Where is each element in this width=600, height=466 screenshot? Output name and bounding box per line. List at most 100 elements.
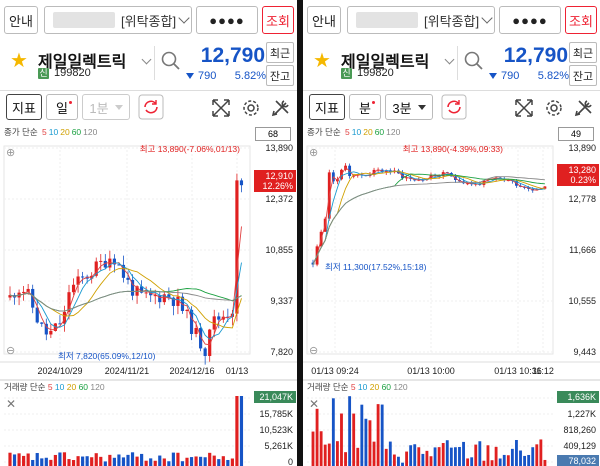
zoom-out-icon: ⊖ [309,345,318,357]
chevron-down-icon[interactable] [141,54,152,65]
legend-ma60: 60 [374,127,385,137]
legend-item: 120 [393,382,407,392]
tools-icon[interactable] [573,97,595,119]
candle-body [35,307,39,323]
intraday-chart-panel: 안내 [위탁종합] ●●●● 조회 ★ 제일일렉트릭 신 199820 12,7… [303,0,600,466]
market-badge: 신 [341,68,352,79]
search-icon[interactable] [160,50,182,72]
volume-bar [449,447,453,466]
balance-button[interactable]: 잔고 [266,65,294,86]
interval-select[interactable]: 1분 [82,94,130,120]
down-arrow-icon [489,73,497,79]
volume-bar [445,440,449,466]
volume-bar [180,461,185,466]
volume-bar [368,420,372,466]
tools-icon[interactable] [270,97,292,119]
candle-body [171,297,175,306]
account-type-label: [위탁종합] [121,13,177,29]
period-button[interactable]: 분 [349,94,381,120]
caret-down-icon [114,104,123,110]
balance-button[interactable]: 잔고 [569,65,597,86]
stock-name[interactable]: 제일일렉트릭 [38,54,127,71]
refresh-icon[interactable] [441,94,467,120]
high-price-label: 최고 13,890(-4.39%,09:33) [403,144,503,154]
price-chart-area[interactable]: 종가 단순 5 10 20 60 120 49 13,890 12,778 11,666 10… [303,126,600,466]
volume-bar [425,450,429,466]
interval-label: 3분 [392,100,412,116]
interval-select[interactable]: 3분 [385,94,433,120]
stock-header: ★ 제일일렉트릭 신 199820 12,790 790 5.82% 최근 잔고 [303,42,600,86]
candle-body [76,276,80,285]
candle-body [199,327,203,349]
fullscreen-icon[interactable] [210,97,232,119]
password-field[interactable]: ●●●● [196,6,258,34]
search-icon[interactable] [463,50,485,72]
x-tick-label: 2024/10/29 [37,366,82,376]
password-field[interactable]: ●●●● [499,6,561,34]
candle-body [40,322,44,324]
volume-bar [409,445,413,466]
volume-bar [344,452,347,466]
price-ma-legend: 종가 단순 5 10 20 60 120 [307,126,402,138]
y-tick-label: 7,820 [270,347,293,357]
recent-button[interactable]: 최근 [266,42,294,63]
candle-body [49,330,53,335]
legend-item: 거래량 단순 [307,382,351,392]
volume-bar [392,454,396,466]
x-tick-label: 11:12 [532,366,554,376]
volume-bar [311,431,315,466]
price-ma-legend: 종가 단순 5 10 20 60 120 [4,126,99,138]
current-price-label: 12,910 [265,171,293,181]
y-tick-label: 1,227K [567,409,596,419]
indicator-button[interactable]: 지표 [6,94,42,120]
period-button[interactable]: 일 [46,94,78,120]
moving-average-line [9,262,242,340]
candle-body [58,323,62,325]
info-button[interactable]: 안내 [307,6,341,34]
volume-bar [49,459,53,466]
favorite-star-icon[interactable]: ★ [10,50,28,72]
candle-body [94,261,98,276]
volume-bar [384,448,388,466]
candle-body [144,292,148,294]
favorite-star-icon[interactable]: ★ [313,50,331,72]
stock-code: 199820 [357,67,394,79]
account-selector[interactable]: [위탁종합] [44,6,192,34]
change-rate: 5.82% [234,70,266,82]
volume-bar [44,457,48,466]
divider [457,46,458,80]
legend-ma10: 10 [48,127,59,137]
volume-bar [239,396,244,466]
settings-gear-icon[interactable] [240,97,262,119]
candle-body [158,295,162,303]
stock-name[interactable]: 제일일렉트릭 [341,54,430,71]
change-amount: 790 [501,70,520,82]
settings-gear-icon[interactable] [543,97,565,119]
refresh-icon[interactable] [138,94,164,120]
close-icon: ✕ [309,397,319,411]
chevron-down-icon[interactable] [444,54,455,65]
recent-button[interactable]: 최근 [569,42,597,63]
candle-body [208,329,212,356]
query-button[interactable]: 조회 [262,6,294,34]
volume-bar [401,462,404,466]
volume-bar [360,404,364,466]
volume-bar [235,396,239,466]
candle-body [130,279,135,296]
info-button[interactable]: 안내 [4,6,38,34]
account-number-masked [53,12,115,28]
account-selector[interactable]: [위탁종합] [347,6,495,34]
legend-ma5: 5 [345,127,350,137]
active-dot [372,101,375,104]
y-tick-label: 78,032 [568,456,596,466]
y-tick-label: 12,778 [568,194,596,204]
volume-bar [108,454,112,466]
volume-bar [441,443,445,466]
price-chart-area[interactable]: 종가 단순 5 10 20 60 120 68 13,890 12,372 10,855 9,… [0,126,297,466]
volume-bar [17,453,21,466]
y-tick-label: 0 [288,457,293,466]
indicator-button[interactable]: 지표 [309,94,345,120]
fullscreen-icon[interactable] [513,97,535,119]
query-button[interactable]: 조회 [565,6,597,34]
volume-bar [466,458,470,466]
